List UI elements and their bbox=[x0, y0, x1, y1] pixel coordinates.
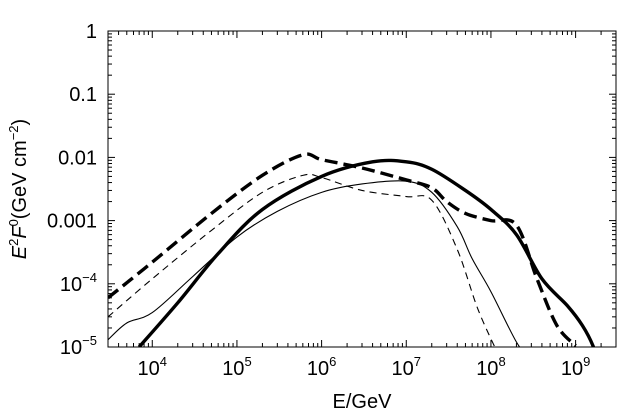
series-line-thin-dashed bbox=[108, 173, 496, 347]
y-axis-title-exp1: 2 bbox=[6, 239, 21, 246]
y-tick-label: 0.1 bbox=[69, 84, 97, 106]
x-axis-title: E/GeV bbox=[333, 391, 393, 413]
y-axis-title-units-close: ) bbox=[9, 119, 31, 126]
y-tick-label: 1 bbox=[86, 21, 97, 43]
x-tick-label: 105 bbox=[222, 354, 251, 380]
y-tick-label: 0.001 bbox=[47, 211, 97, 233]
ticks-layer bbox=[107, 30, 617, 348]
labels-layer: 104 105 106 107 108 109 1 0.1 0.01 0.001 10−4 10−5 bbox=[47, 21, 590, 380]
y-tick-label: 10−5 bbox=[60, 333, 97, 359]
x-tick-label: 109 bbox=[561, 354, 590, 380]
y-axis-title-units-open: (GeV cm bbox=[9, 140, 31, 219]
y-axis-title: E2F0(GeV cm−2) bbox=[6, 119, 31, 259]
y-axis-title-mid: F bbox=[9, 225, 31, 239]
x-tick-label: 104 bbox=[138, 354, 167, 380]
series-line-thick-dashed bbox=[108, 152, 577, 347]
x-tick-label: 108 bbox=[476, 354, 505, 380]
y-axis-title-exp2: 0 bbox=[6, 219, 21, 226]
y-axis-title-units-exp: −2 bbox=[6, 125, 21, 140]
x-tick-label: 106 bbox=[307, 354, 336, 380]
y-axis-title-base: E bbox=[9, 245, 31, 259]
y-tick-label: 10−4 bbox=[60, 270, 97, 296]
y-tick-label: 0.01 bbox=[58, 147, 97, 169]
series-line-thin-solid bbox=[108, 180, 521, 347]
series-layer bbox=[108, 152, 596, 347]
series-line-thick-solid bbox=[137, 158, 596, 347]
x-tick-label: 107 bbox=[392, 354, 421, 380]
